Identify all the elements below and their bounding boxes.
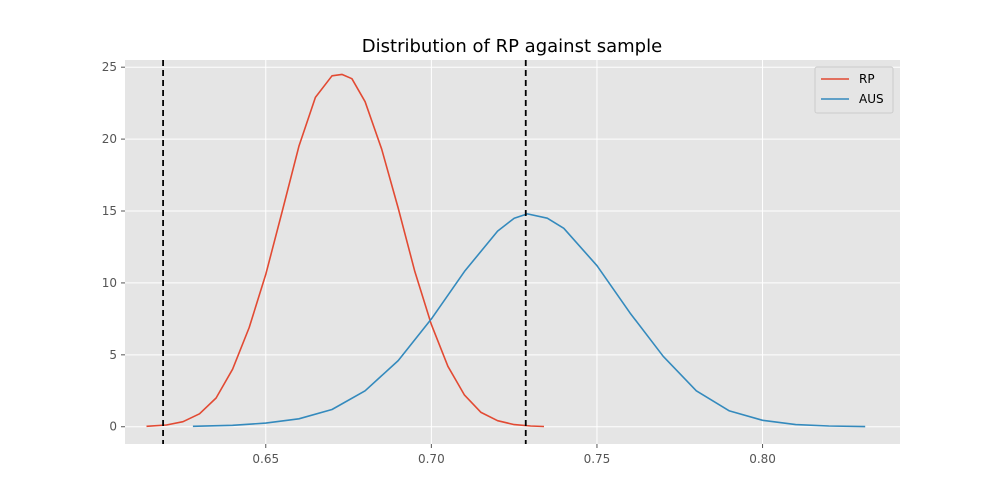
y-tick-label: 20 <box>102 132 117 146</box>
y-tick-label: 15 <box>102 204 117 218</box>
series-layer <box>146 73 866 428</box>
series-line-rp <box>146 73 545 428</box>
vertical-lines <box>162 60 527 444</box>
y-tick-label: 25 <box>102 60 117 74</box>
y-tick-label: 0 <box>109 420 117 434</box>
x-tick-label: 0.75 <box>584 452 611 466</box>
legend-label-rp: RP <box>859 72 875 86</box>
x-tick-label: 0.70 <box>418 452 445 466</box>
x-axis-ticks: 0.65 0.70 0.75 0.80 <box>252 444 776 466</box>
grid <box>125 60 900 444</box>
series-line-aus <box>192 213 866 428</box>
legend: RP AUS <box>814 66 894 114</box>
y-tick-label: 10 <box>102 276 117 290</box>
legend-box <box>814 66 894 114</box>
x-tick-label: 0.65 <box>252 452 279 466</box>
y-tick-label: 5 <box>109 348 117 362</box>
legend-label-aus: AUS <box>859 92 884 106</box>
y-axis-ticks: 0 5 10 15 20 25 <box>102 60 125 434</box>
plot-background <box>125 60 900 444</box>
x-tick-label: 0.80 <box>749 452 776 466</box>
chart-title: Distribution of RP against sample <box>362 36 662 57</box>
